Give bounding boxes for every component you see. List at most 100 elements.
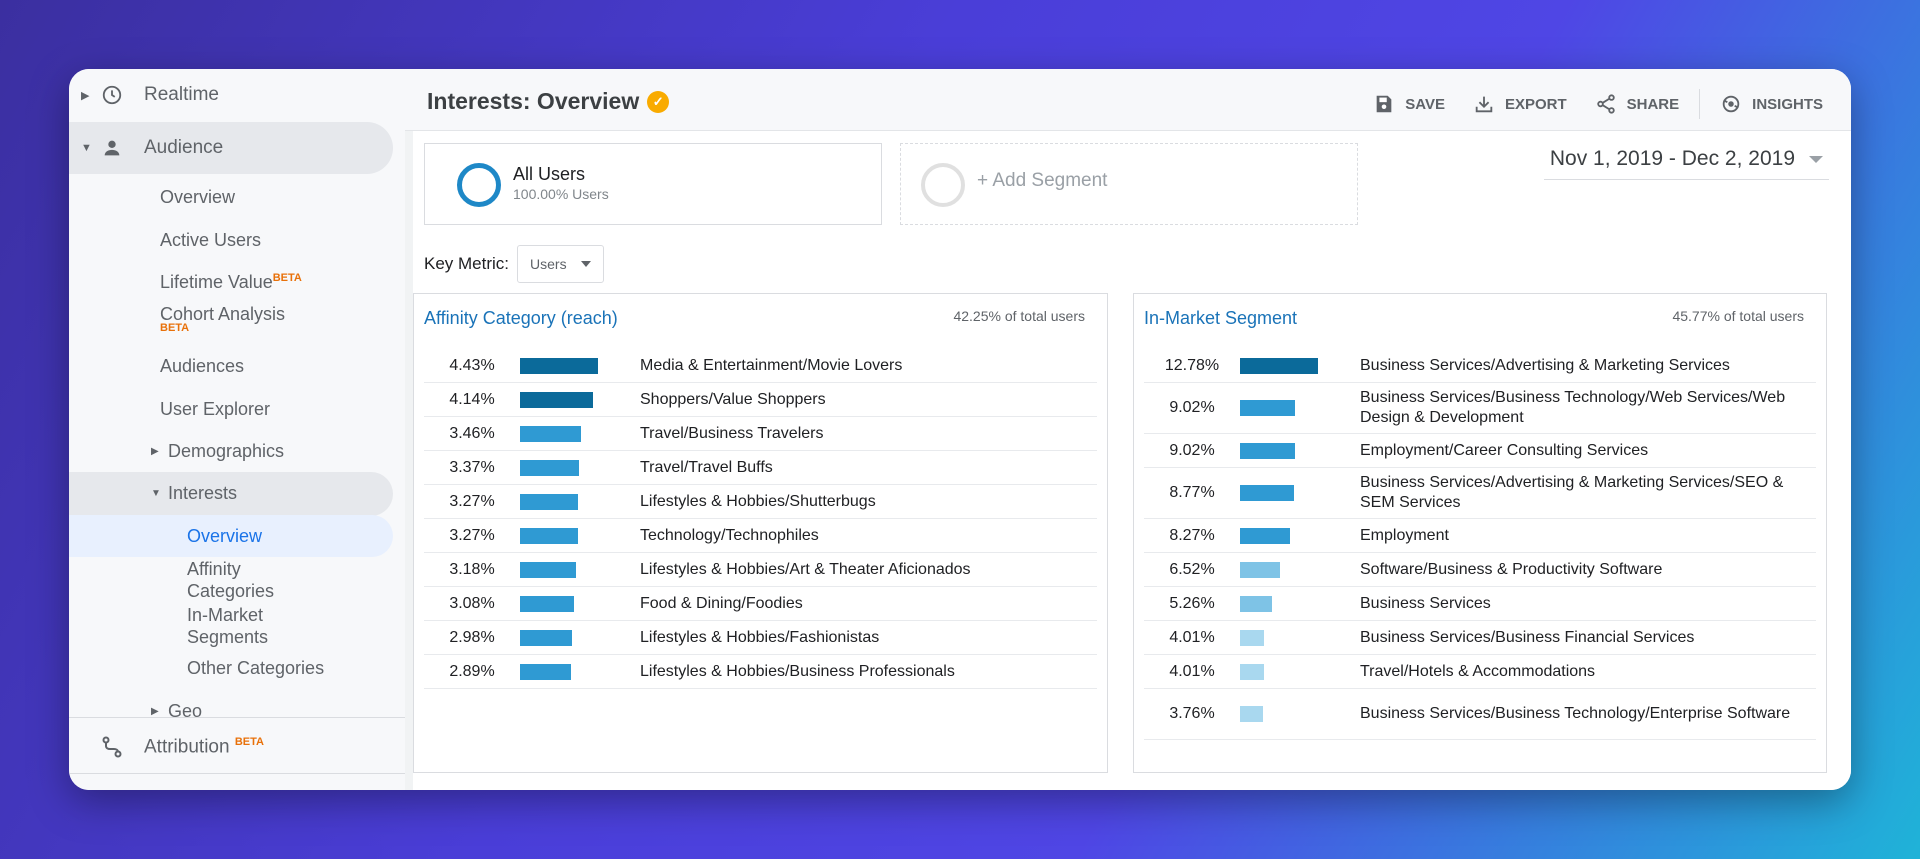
caret-down-icon[interactable]: ▼ [151, 488, 161, 499]
sidebar-item-demographics[interactable]: Demographics [168, 441, 285, 461]
sidebar-item-attribution[interactable]: Attribution BETA [69, 721, 393, 773]
table-row[interactable]: 9.02% Business Services/Business Technolo… [1144, 383, 1816, 434]
sidebar-item-in-market-segments[interactable]: In-Market Segments [187, 605, 269, 647]
table-row[interactable]: 6.52% Software/Business & Productivity So… [1144, 553, 1816, 587]
row-percent: 2.98% [449, 628, 495, 646]
row-bar [520, 561, 576, 578]
table-row[interactable]: 3.76% Business Services/Business Technolo… [1144, 689, 1816, 740]
table-row[interactable]: 3.46% Travel/Business Travelers [424, 417, 1097, 451]
share-button[interactable]: SHARE [1595, 93, 1679, 115]
sidebar-item-audiences[interactable]: Audiences [160, 356, 245, 376]
sidebar-item-active-users[interactable]: Active Users [160, 230, 262, 250]
affinity-title[interactable]: Affinity Category (reach) [424, 308, 618, 328]
table-row[interactable]: 4.43% Media & Entertainment/Movie Lovers [424, 349, 1097, 383]
row-label: Employment [1360, 526, 1449, 544]
row-bar-track [1240, 663, 1360, 680]
attribution-label: Attribution [144, 736, 230, 758]
sidebar-item-audience[interactable]: ▼ Audience [69, 122, 393, 174]
sidebar-item-interests-overview[interactable]: Overview [69, 515, 393, 557]
key-metric-value: Users [530, 256, 567, 272]
add-segment-button[interactable]: + Add Segment [900, 143, 1358, 225]
table-row[interactable]: 4.14% Shoppers/Value Shoppers [424, 383, 1097, 417]
row-bar-track [520, 663, 640, 680]
row-label: Business Services/Advertising & Marketin… [1360, 474, 1784, 511]
table-row[interactable]: 3.37% Travel/Travel Buffs [424, 451, 1097, 485]
row-percent: 4.14% [449, 390, 495, 408]
row-bar [1240, 442, 1295, 459]
sidebar-item-label: Realtime [144, 84, 219, 105]
table-row[interactable]: 9.02% Employment/Career Consulting Servic… [1144, 434, 1816, 468]
divider [69, 773, 405, 774]
sidebar-item-label: Interests [168, 483, 238, 503]
row-bar [520, 527, 578, 544]
row-label: Technology/Technophiles [640, 526, 819, 544]
page-header: Interests: Overview ✓ SAVE EXPORT SHARE [405, 69, 1851, 131]
table-row[interactable]: 3.27% Technology/Technophiles [424, 519, 1097, 553]
sidebar-item-other-categories[interactable]: Other Categories [187, 658, 325, 678]
sidebar-item-cohort-analysis[interactable]: Cohort Analysis BETA [160, 305, 285, 334]
table-row[interactable]: 3.18% Lifestyles & Hobbies/Art & Theater … [424, 553, 1097, 587]
caret-right-icon[interactable]: ▶ [151, 706, 159, 717]
header-actions: SAVE EXPORT SHARE INSIGHTS [1373, 89, 1823, 119]
row-bar-track [1240, 357, 1360, 374]
key-metric-select[interactable]: Users [517, 245, 604, 283]
row-bar-track [1240, 485, 1360, 501]
affinity-rows: 4.43% Media & Entertainment/Movie Lovers 4… [424, 349, 1097, 689]
date-range-text: Nov 1, 2019 - Dec 2, 2019 [1549, 147, 1795, 170]
caret-right-icon[interactable]: ▶ [151, 446, 159, 457]
caret-down-icon[interactable]: ▼ [81, 142, 92, 154]
beta-badge: BETA [234, 735, 264, 748]
table-row[interactable]: 3.08% Food & Dining/Foodies [424, 587, 1097, 621]
inmarket-title[interactable]: In-Market Segment [1144, 308, 1298, 328]
sidebar-item-geo[interactable]: Geo [168, 701, 203, 721]
row-percent: 4.43% [449, 356, 495, 374]
sidebar-item-user-explorer[interactable]: User Explorer [160, 399, 271, 419]
row-bar-track [520, 391, 640, 408]
divider [1699, 89, 1701, 119]
insights-button[interactable]: INSIGHTS [1720, 93, 1823, 115]
table-row[interactable]: 12.78% Business Services/Advertising & Ma… [1144, 349, 1816, 383]
chevron-down-icon [1809, 155, 1823, 163]
table-row[interactable]: 5.26% Business Services [1144, 587, 1816, 621]
person-icon [97, 133, 127, 163]
sidebar-item-lifetime-value[interactable]: Lifetime ValueBETA [160, 272, 302, 293]
row-percent: 3.08% [449, 594, 495, 612]
row-bar [520, 425, 581, 442]
key-metric-label: Key Metric: [424, 254, 510, 273]
save-button[interactable]: SAVE [1373, 93, 1445, 115]
row-bar [520, 493, 578, 510]
row-bar-track [1240, 629, 1360, 646]
caret-right-icon[interactable]: ▶ [81, 89, 90, 102]
row-label: Shoppers/Value Shoppers [640, 390, 826, 408]
export-button[interactable]: EXPORT [1473, 93, 1567, 115]
row-percent: 5.26% [1169, 594, 1215, 612]
share-icon [1596, 94, 1615, 114]
row-bar-track [1240, 706, 1360, 722]
sidebar-item-realtime[interactable]: ▶ Realtime [69, 69, 393, 121]
date-range-picker[interactable]: Nov 1, 2019 - Dec 2, 2019 [1543, 147, 1829, 180]
row-percent: 2.89% [449, 662, 495, 680]
row-percent: 12.78% [1164, 356, 1220, 374]
table-row[interactable]: 4.01% Business Services/Business Financia… [1144, 621, 1816, 655]
row-bar-track [520, 629, 640, 646]
sidebar-item-overview[interactable]: Overview [160, 187, 236, 207]
segment-name: All Users [513, 164, 586, 184]
table-row[interactable]: 8.77% Business Services/Advertising & Mar… [1144, 468, 1816, 519]
table-row[interactable]: 2.98% Lifestyles & Hobbies/Fashionistas [424, 621, 1097, 655]
table-row[interactable]: 4.01% Travel/Hotels & Accommodations [1144, 655, 1816, 689]
app-window: ▶ Realtime ▼ Audience Overview Active Us… [69, 69, 1851, 790]
sidebar-item-affinity-categories[interactable]: Affinity Categories [187, 559, 275, 601]
inmarket-panel: In-Market Segment 45.77% of total users … [1133, 293, 1827, 773]
row-label: Business Services/Business Financial Ser… [1360, 628, 1695, 646]
table-row[interactable]: 3.27% Lifestyles & Hobbies/Shutterbugs [424, 485, 1097, 519]
table-row[interactable]: 2.89% Lifestyles & Hobbies/Business Profe… [424, 655, 1097, 689]
table-row[interactable]: 8.27% Employment [1144, 519, 1816, 553]
row-percent: 9.02% [1169, 399, 1215, 416]
row-bar [1240, 400, 1295, 416]
sidebar-item-interests[interactable]: ▼ Interests [69, 472, 393, 516]
segment-all-users[interactable]: All Users 100.00% Users [424, 143, 882, 225]
sidebar-item-label: Audience [144, 137, 224, 158]
row-bar-track [520, 357, 640, 374]
row-bar-track [1240, 561, 1360, 578]
row-bar [520, 391, 593, 408]
